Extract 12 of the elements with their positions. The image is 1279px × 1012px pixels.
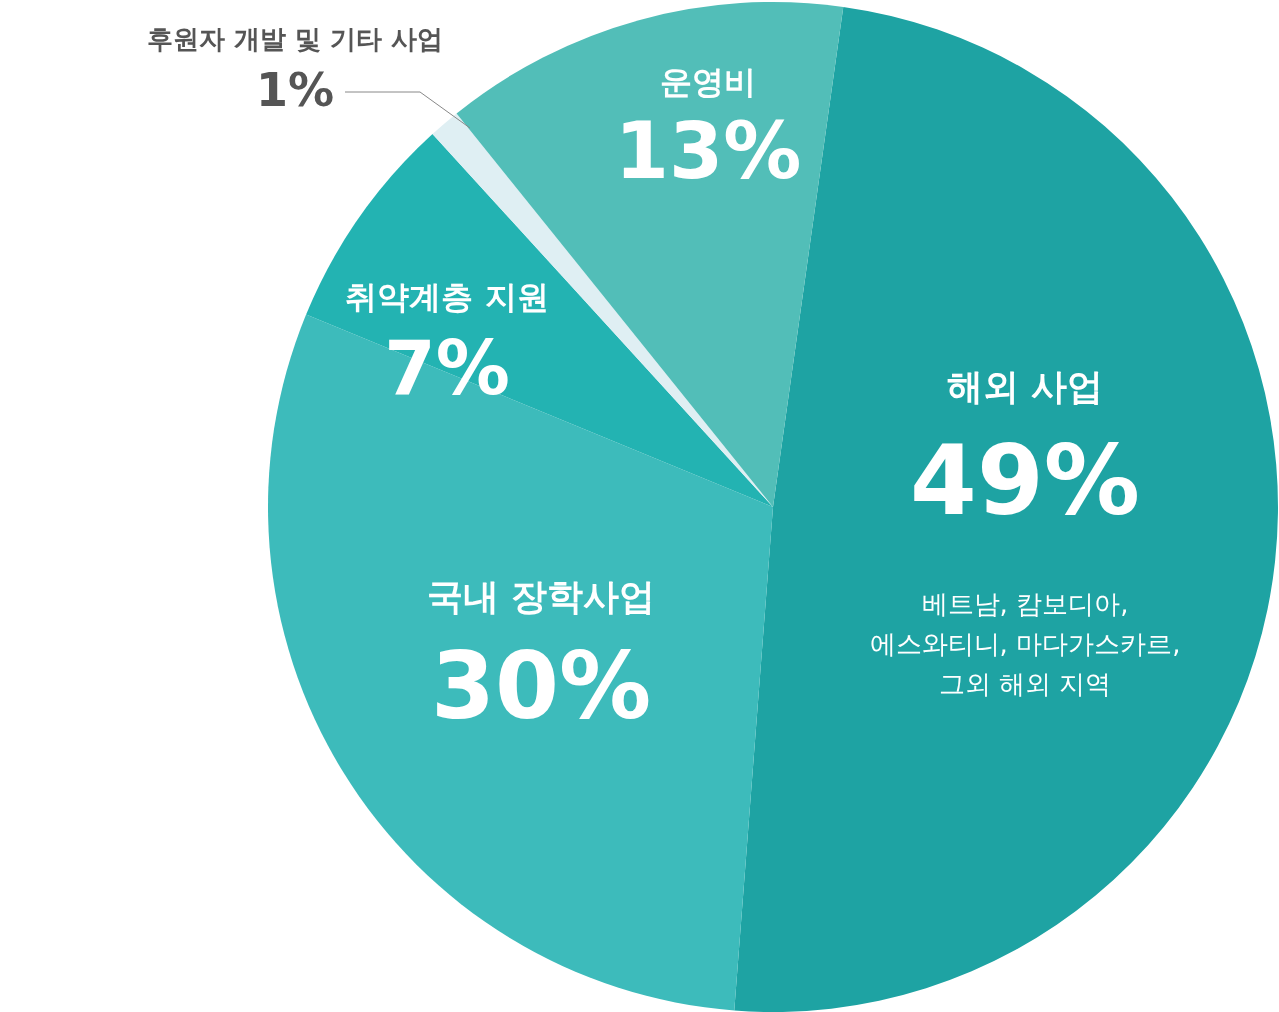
pie-slice	[268, 314, 773, 1011]
slice-label: 운영비	[660, 63, 756, 101]
data-label: 30%	[430, 633, 652, 740]
data-label: 7%	[384, 325, 510, 411]
data-label: 1%	[255, 63, 335, 117]
slice-label: 취약계층 지원	[345, 278, 549, 316]
text: 베트남, 캄보디아, 에스와티니, 마다가스카르, 그외 해외 지역	[869, 589, 1181, 699]
data-label: 49%	[910, 425, 1140, 537]
slice-label: 후원자 개발 및 기타 사업	[146, 24, 444, 54]
slice-label: 국내 장학사업	[426, 576, 656, 617]
slice-label: 해외 사업	[946, 366, 1104, 407]
data-label: 13%	[614, 106, 802, 196]
